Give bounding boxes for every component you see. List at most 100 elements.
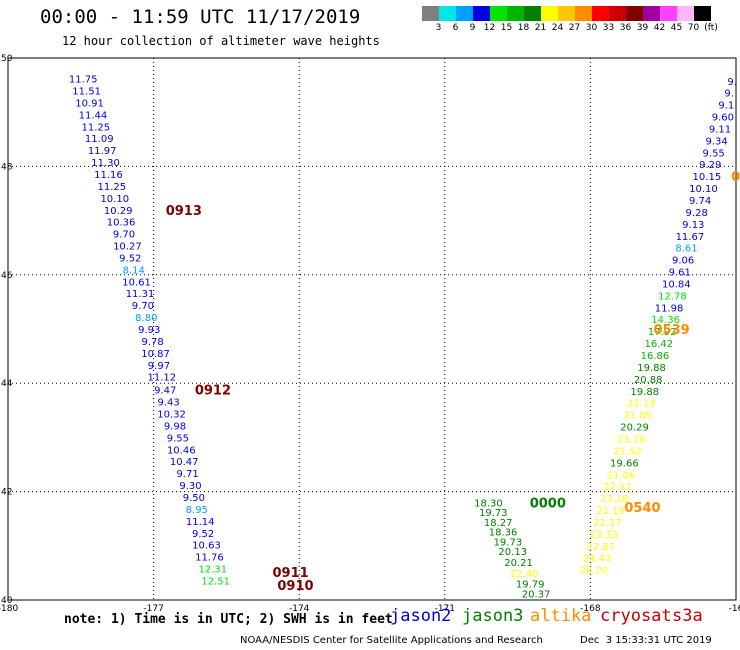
- scale-swatch: [558, 6, 575, 21]
- footer-note: note: 1) Time is in UTC; 2) SWH is in fe…: [64, 612, 393, 627]
- wave-height-label: 21.85: [624, 411, 653, 422]
- wave-height-label: 24.43: [583, 554, 612, 565]
- scale-swatch: [694, 6, 711, 21]
- wave-height-label: 11.09: [85, 134, 114, 145]
- wave-height-label: 11.98: [655, 303, 684, 314]
- wave-height-label: 11.12: [148, 373, 177, 384]
- wave-height-label: 9.1: [718, 101, 734, 112]
- satellite-name-altika: altika: [530, 606, 592, 626]
- wave-height-label: 8.14: [123, 265, 145, 276]
- wave-height-label: 9.30: [179, 481, 201, 492]
- wave-height-label: 10.47: [170, 457, 199, 468]
- wave-height-label: 16.86: [641, 351, 670, 362]
- wave-height-label: 23.33: [590, 530, 619, 541]
- scale-label: 18: [517, 23, 530, 33]
- pass-time-label: 0913: [166, 204, 202, 219]
- wave-height-label: 11.14: [186, 517, 215, 528]
- wave-height-label: 9.50: [183, 493, 205, 504]
- scale-swatch: [439, 6, 456, 21]
- wave-height-label: 19.88: [630, 387, 659, 398]
- pass-time-label: 0540: [624, 501, 660, 516]
- map-frame: [7, 57, 737, 601]
- wave-height-label: 9.97: [148, 361, 170, 372]
- wave-height-label: 8.61: [675, 244, 697, 255]
- wave-height-label: 9.78: [141, 337, 163, 348]
- scale-swatch: [490, 6, 507, 21]
- wave-height-label: 18.30: [474, 498, 503, 509]
- wave-height-label: 19.79: [516, 580, 545, 591]
- wave-height-label: 21.28: [617, 434, 646, 445]
- scale-label: 9: [469, 23, 476, 33]
- lon-tick-label: -174: [289, 604, 310, 614]
- lat-tick-label: 42: [1, 488, 12, 498]
- wave-height-label: 10.87: [141, 349, 170, 360]
- wave-height-label: 10.10: [100, 194, 129, 205]
- wave-height-label: 9.06: [672, 256, 694, 267]
- wave-height-label: 21.13: [627, 399, 656, 410]
- lat-tick-label: 46: [1, 271, 13, 281]
- wave-height-label: 21.52: [613, 446, 642, 457]
- wave-height-label: 9.47: [154, 386, 176, 397]
- scale-label: 12: [483, 23, 496, 33]
- scale-swatch: [592, 6, 609, 21]
- wave-height-label: 11.30: [91, 158, 120, 169]
- satellite-name-s3a: s3a: [672, 606, 703, 626]
- pass-time-label: 0912: [195, 384, 231, 399]
- wave-height-label: 9.: [727, 77, 737, 88]
- lon-tick-label: -180: [0, 604, 18, 614]
- pass-time-label: 0910: [277, 579, 313, 594]
- map-title: 00:00 - 11:59 UTC 11/17/2019: [40, 6, 361, 28]
- wave-height-label: 12.31: [198, 565, 227, 576]
- scale-label: 21: [534, 23, 547, 33]
- wave-height-label: 10.63: [192, 541, 221, 552]
- wave-height-label: 10.61: [122, 277, 151, 288]
- scale-swatch: [643, 6, 660, 21]
- wave-height-label: 11.97: [88, 146, 117, 157]
- wave-height-label: 9.: [724, 89, 734, 100]
- wave-height-label: 11.51: [72, 87, 101, 98]
- wave-height-label: 22.17: [593, 518, 622, 529]
- wave-height-label: 10.15: [693, 172, 722, 183]
- wave-height-label: 8.95: [186, 505, 208, 516]
- wave-height-label: 17.92: [648, 327, 677, 338]
- scale-swatch: [456, 6, 473, 21]
- wave-height-label: 9.52: [192, 529, 214, 540]
- wave-height-label: 21.19: [596, 506, 625, 517]
- wave-height-label: 9.55: [703, 148, 725, 159]
- wave-height-label: 20.37: [522, 589, 551, 600]
- wave-height-label: 9.43: [158, 398, 180, 409]
- wave-height-label: 9.93: [138, 325, 160, 336]
- wave-height-label: 11.31: [126, 289, 155, 300]
- wave-height-label: 9.13: [682, 220, 704, 231]
- wave-height-label: 9.28: [686, 208, 708, 219]
- wave-height-label: 9.60: [712, 113, 734, 124]
- scale-unit: (ft): [704, 23, 718, 33]
- wave-height-label: 10.32: [157, 410, 186, 421]
- wave-height-label: 11.75: [69, 75, 98, 86]
- lon-tick-label: -171: [435, 604, 455, 614]
- lat-tick-label: 44: [1, 379, 13, 389]
- wave-height-label: 11.25: [98, 182, 127, 193]
- wave-height-label: 20.88: [634, 375, 663, 386]
- lon-tick-label: -177: [143, 604, 163, 614]
- wave-height-label: 21.06: [607, 470, 636, 481]
- scale-label: 36: [619, 23, 632, 33]
- scale-label: 70: [687, 23, 700, 33]
- scale-label: 33: [602, 23, 615, 33]
- wave-height-label: 12.78: [658, 291, 687, 302]
- scale-swatch: [575, 6, 592, 21]
- scale-swatch: [541, 6, 558, 21]
- scale-swatch: [660, 6, 677, 21]
- scale-swatch: [507, 6, 524, 21]
- wave-height-label: 16.42: [645, 339, 674, 350]
- scale-label: 39: [636, 23, 649, 33]
- credit-line: NOAA/NESDIS Center for Satellite Applica…: [240, 635, 543, 646]
- wave-height-label: 22.11: [603, 482, 632, 493]
- scale-swatch: [422, 6, 439, 21]
- scale-swatch: [677, 6, 694, 21]
- wave-height-label: 9.70: [113, 230, 135, 241]
- scale-label: 27: [568, 23, 581, 33]
- wave-height-label: 9.55: [167, 433, 189, 444]
- wave-height-label: 19.73: [479, 508, 508, 519]
- wave-height-label: 10.27: [113, 242, 142, 253]
